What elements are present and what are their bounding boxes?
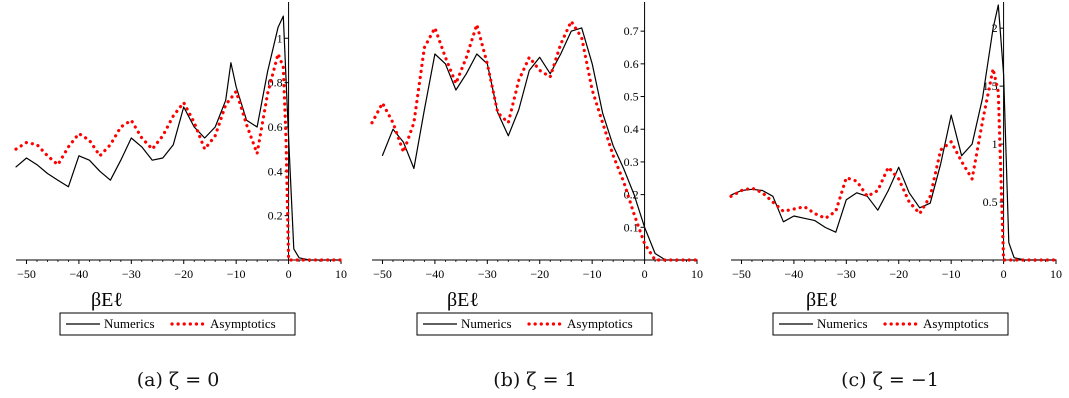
- x-tick-label: −40: [785, 267, 804, 281]
- y-tick-label: 0.4: [268, 164, 283, 178]
- chart-panel-1: −50 −40 −30 −20 −10 0 100.20.40.60.81βEℓNumeri…: [14, 2, 347, 391]
- x-tick-label: −30: [122, 267, 141, 281]
- y-tick-label: 0.2: [268, 209, 283, 223]
- x-tick-label: −10: [942, 267, 961, 281]
- y-tick-label: 0.3: [624, 155, 639, 169]
- x-tick-label: −30: [478, 267, 497, 281]
- x-axis-label: βEℓ: [91, 289, 123, 311]
- x-tick-label: −20: [889, 267, 908, 281]
- legend-label-numerics: Numerics: [461, 316, 512, 331]
- x-tick-label: −10: [583, 267, 602, 281]
- x-tick-label: 10: [691, 267, 703, 281]
- x-tick-label: −50: [17, 267, 36, 281]
- series-numerics-line: [730, 4, 1057, 261]
- y-tick-label: 1.5: [983, 79, 998, 93]
- x-tick-label: −50: [732, 267, 751, 281]
- y-tick-label: 0.4: [624, 122, 639, 136]
- x-tick-label: −50: [373, 267, 392, 281]
- y-tick-label: 0.1: [624, 220, 639, 234]
- x-tick-label: −20: [174, 267, 193, 281]
- y-tick-label: 0.8: [268, 76, 283, 90]
- x-tick-label: −20: [530, 267, 549, 281]
- y-tick-label: 0.5: [983, 195, 998, 209]
- x-tick-label: 10: [1050, 267, 1062, 281]
- legend-label-asymptotics: Asymptotics: [210, 316, 276, 331]
- y-tick-label: 2: [992, 21, 998, 35]
- x-tick-label: −10: [227, 267, 246, 281]
- y-tick-label: 0.6: [268, 120, 283, 134]
- series-asymptotics-line: [14, 52, 343, 262]
- legend-label-numerics: Numerics: [817, 316, 868, 331]
- x-tick-label: −40: [70, 267, 89, 281]
- y-tick-label: 1: [277, 31, 283, 45]
- legend-label-asymptotics: Asymptotics: [567, 316, 633, 331]
- y-tick-label: 0.5: [624, 90, 639, 104]
- chart-panel-3: −50 −40 −30 −20 −10 0 10 0.5 1 1.5 2 βEℓ Numerics Asy…: [729, 2, 1062, 391]
- legend: Numerics Asymptotics: [59, 312, 296, 336]
- y-tick-label: 0.6: [624, 57, 639, 71]
- x-tick-label: −40: [426, 267, 445, 281]
- series-numerics-line: [381, 27, 698, 261]
- series-asymptotics-line: [370, 19, 699, 262]
- legend-label-asymptotics: Asymptotics: [923, 316, 989, 331]
- y-tick-label: 1: [992, 137, 998, 151]
- legend: Numerics Asymptotics: [416, 312, 653, 336]
- x-axis-label: βEℓ: [806, 289, 838, 311]
- panel-caption: (c) ζ = −1: [841, 369, 939, 391]
- x-tick-label: 0: [1001, 267, 1007, 281]
- chart-panel-2: −50 −40 −30 −20 −10 0 100.10.20.30.40.50.60.7β…: [370, 2, 703, 391]
- x-tick-label: −30: [837, 267, 856, 281]
- y-tick-label: 0.7: [624, 24, 639, 38]
- panel-caption: (b) ζ = 1: [493, 369, 576, 391]
- x-tick-label: 10: [335, 267, 347, 281]
- series-asymptotics-line: [729, 67, 1058, 262]
- x-tick-label: 0: [642, 267, 648, 281]
- legend: Numerics Asymptotics: [772, 312, 1009, 336]
- x-axis-label: βEℓ: [447, 289, 479, 311]
- x-tick-label: 0: [286, 267, 292, 281]
- series-numerics-line: [15, 15, 342, 261]
- panel-caption: (a) ζ = 0: [137, 369, 220, 391]
- legend-label-numerics: Numerics: [104, 316, 155, 331]
